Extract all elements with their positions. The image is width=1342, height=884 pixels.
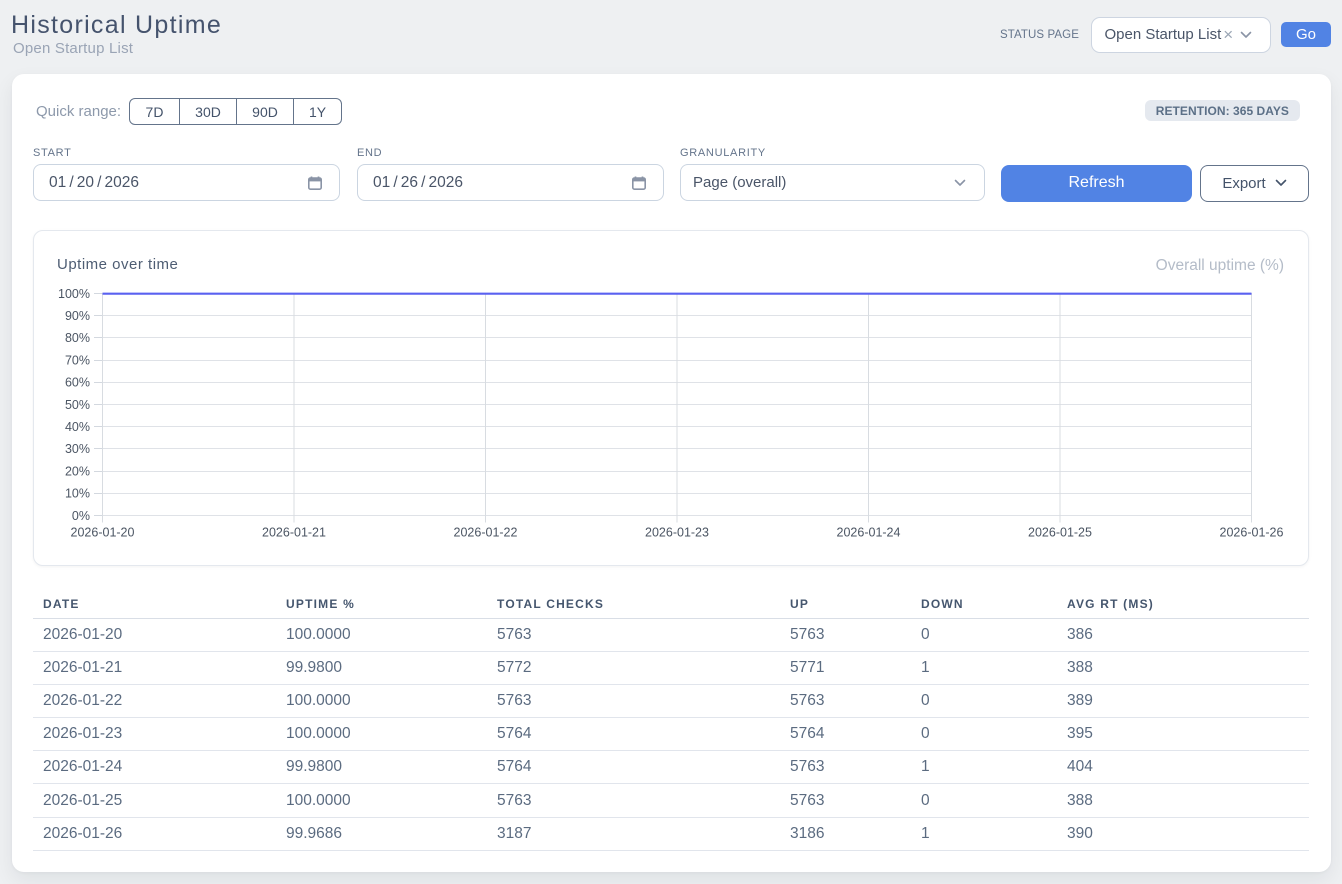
- svg-text:80%: 80%: [65, 331, 90, 345]
- svg-text:20%: 20%: [65, 464, 90, 478]
- svg-text:2026-01-25: 2026-01-25: [1028, 526, 1092, 540]
- svg-text:2026-01-20: 2026-01-20: [71, 526, 135, 540]
- svg-text:40%: 40%: [65, 420, 90, 434]
- svg-text:2026-01-24: 2026-01-24: [837, 526, 901, 540]
- svg-text:2026-01-26: 2026-01-26: [1220, 526, 1284, 540]
- svg-text:50%: 50%: [65, 398, 90, 412]
- svg-text:0%: 0%: [72, 509, 90, 523]
- svg-text:2026-01-23: 2026-01-23: [645, 526, 709, 540]
- svg-text:10%: 10%: [65, 487, 90, 501]
- svg-text:100%: 100%: [58, 287, 90, 301]
- svg-text:2026-01-21: 2026-01-21: [262, 526, 326, 540]
- svg-text:60%: 60%: [65, 376, 90, 390]
- svg-text:90%: 90%: [65, 309, 90, 323]
- svg-text:70%: 70%: [65, 353, 90, 367]
- svg-text:2026-01-22: 2026-01-22: [454, 526, 518, 540]
- svg-text:30%: 30%: [65, 442, 90, 456]
